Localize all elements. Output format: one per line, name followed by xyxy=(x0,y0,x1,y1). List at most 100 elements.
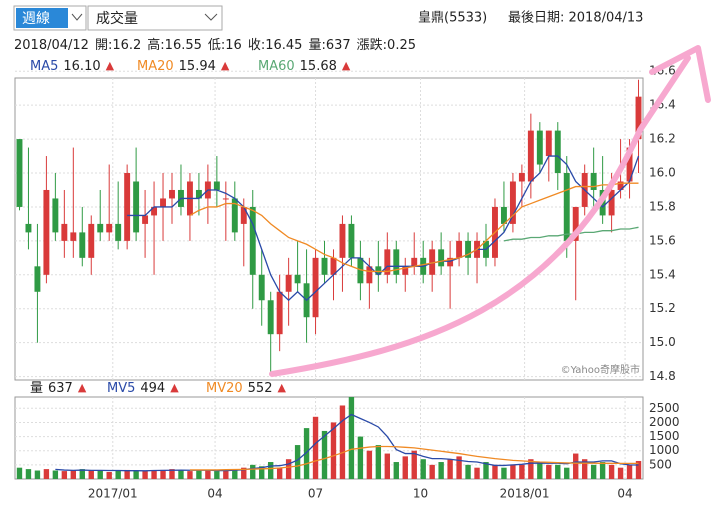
volume-bar xyxy=(124,469,130,479)
volume-bar xyxy=(474,467,480,479)
volume-bar xyxy=(321,430,328,479)
legend-value: 15.68 xyxy=(300,59,337,74)
candle-body xyxy=(106,223,113,233)
quote-value: 637 xyxy=(326,38,351,53)
candle-body xyxy=(70,232,77,241)
volume-bar xyxy=(393,462,399,479)
volume-bar xyxy=(250,464,256,479)
volume-bar xyxy=(483,462,489,479)
candle-body xyxy=(447,257,454,267)
volume-bar xyxy=(519,464,525,479)
x-tick-label: 2018/01 xyxy=(500,487,550,501)
x-tick-label: 2017/01 xyxy=(88,487,138,501)
trend-arrow xyxy=(269,55,691,377)
volume-bar xyxy=(223,470,229,479)
candle-body xyxy=(509,181,516,224)
candle-body xyxy=(635,96,642,140)
volume-bar xyxy=(420,459,426,479)
candle-body xyxy=(384,249,391,275)
volume-bar xyxy=(285,459,292,479)
volume-bar xyxy=(573,453,579,479)
volume-bar xyxy=(438,462,444,479)
candle-body xyxy=(79,232,86,258)
candle-body xyxy=(465,240,472,258)
watermark: ©Yahoo奇摩股市 xyxy=(561,363,640,376)
select-box[interactable] xyxy=(87,5,223,31)
candle-body xyxy=(456,240,463,258)
volume-bar xyxy=(294,445,301,479)
volume-bar xyxy=(142,471,148,479)
candle-body xyxy=(249,206,256,275)
volume-bar xyxy=(303,428,310,479)
volume-bar xyxy=(492,464,498,479)
quote-label: 高: xyxy=(147,37,164,53)
quote-label: 收: xyxy=(248,38,265,53)
candle-body xyxy=(285,274,292,292)
candle-body xyxy=(429,249,436,275)
volume-bar xyxy=(34,470,41,479)
candle-body xyxy=(554,130,561,174)
price-panel xyxy=(14,77,644,381)
quote-value: 16.2 xyxy=(112,38,141,53)
y-tick-label: 1500 xyxy=(649,429,680,443)
volume-bar xyxy=(339,405,346,479)
quote-label: 漲跌: xyxy=(357,37,387,53)
candle-body xyxy=(222,198,229,200)
y-tick-label: 15.0 xyxy=(649,335,676,349)
quote-value: 0.25 xyxy=(387,38,416,53)
volume-bar xyxy=(312,416,319,479)
quote-value: 16.55 xyxy=(165,38,202,53)
select-text[interactable]: 週線 xyxy=(22,11,50,27)
candle-body xyxy=(88,223,95,258)
legend-value: 15.94 xyxy=(179,59,216,74)
candle-body xyxy=(357,257,364,284)
quote-date: 2018/04/12 xyxy=(14,38,89,53)
volume-bar xyxy=(456,456,462,479)
chevron xyxy=(204,13,218,21)
ma-line xyxy=(127,155,640,302)
volume-bar xyxy=(106,471,112,479)
candle-body xyxy=(366,266,373,284)
ma-line xyxy=(189,182,639,273)
volume-bar xyxy=(43,469,50,479)
candle-body xyxy=(393,249,400,275)
legend-value: 16.10 xyxy=(63,59,100,74)
candle-body xyxy=(536,130,543,165)
volume-bar xyxy=(348,397,355,479)
candle-body xyxy=(518,173,525,182)
volume-bar xyxy=(330,422,337,479)
volume-bar xyxy=(187,471,193,479)
candle-body xyxy=(500,206,507,224)
y-tick-label: 1000 xyxy=(649,443,680,457)
legend-entry: MA5 16.10 ▲ xyxy=(30,59,115,74)
volume-bar xyxy=(447,459,453,479)
select-text[interactable]: 成交量 xyxy=(96,10,138,27)
candle-body xyxy=(97,223,104,233)
volume-bar xyxy=(375,445,382,479)
volume-bar xyxy=(178,470,184,479)
volume-bar xyxy=(555,464,561,479)
x-tick-label: 04 xyxy=(207,487,222,501)
volume-bar xyxy=(276,467,283,479)
indicator-select[interactable]: 成交量 xyxy=(87,5,223,31)
candle-body xyxy=(267,300,274,335)
candle-body xyxy=(25,223,32,233)
volume-bar xyxy=(429,464,435,479)
candle-body xyxy=(330,257,337,275)
last-date: 最後日期: 2018/04/13 xyxy=(508,11,643,26)
volume-bar xyxy=(160,469,166,479)
candle-body xyxy=(626,147,633,182)
volume-bar xyxy=(366,450,373,479)
volume-bar xyxy=(510,464,516,479)
volume-bar xyxy=(196,470,202,479)
legend-trend: ▲ xyxy=(342,59,351,72)
candle-body xyxy=(43,189,50,275)
candle-body xyxy=(321,257,328,275)
ma-line xyxy=(55,413,639,472)
quote-line: 2018/04/12 開:16.2 高:16.55 低:16 收:16.45 量:637 漲… xyxy=(14,37,416,53)
volume-bar xyxy=(70,470,77,479)
y-tick-label: 14.8 xyxy=(649,369,676,383)
volume-bar xyxy=(61,471,68,479)
volume-bar xyxy=(608,464,615,479)
period-select[interactable]: 週線 xyxy=(13,5,87,31)
